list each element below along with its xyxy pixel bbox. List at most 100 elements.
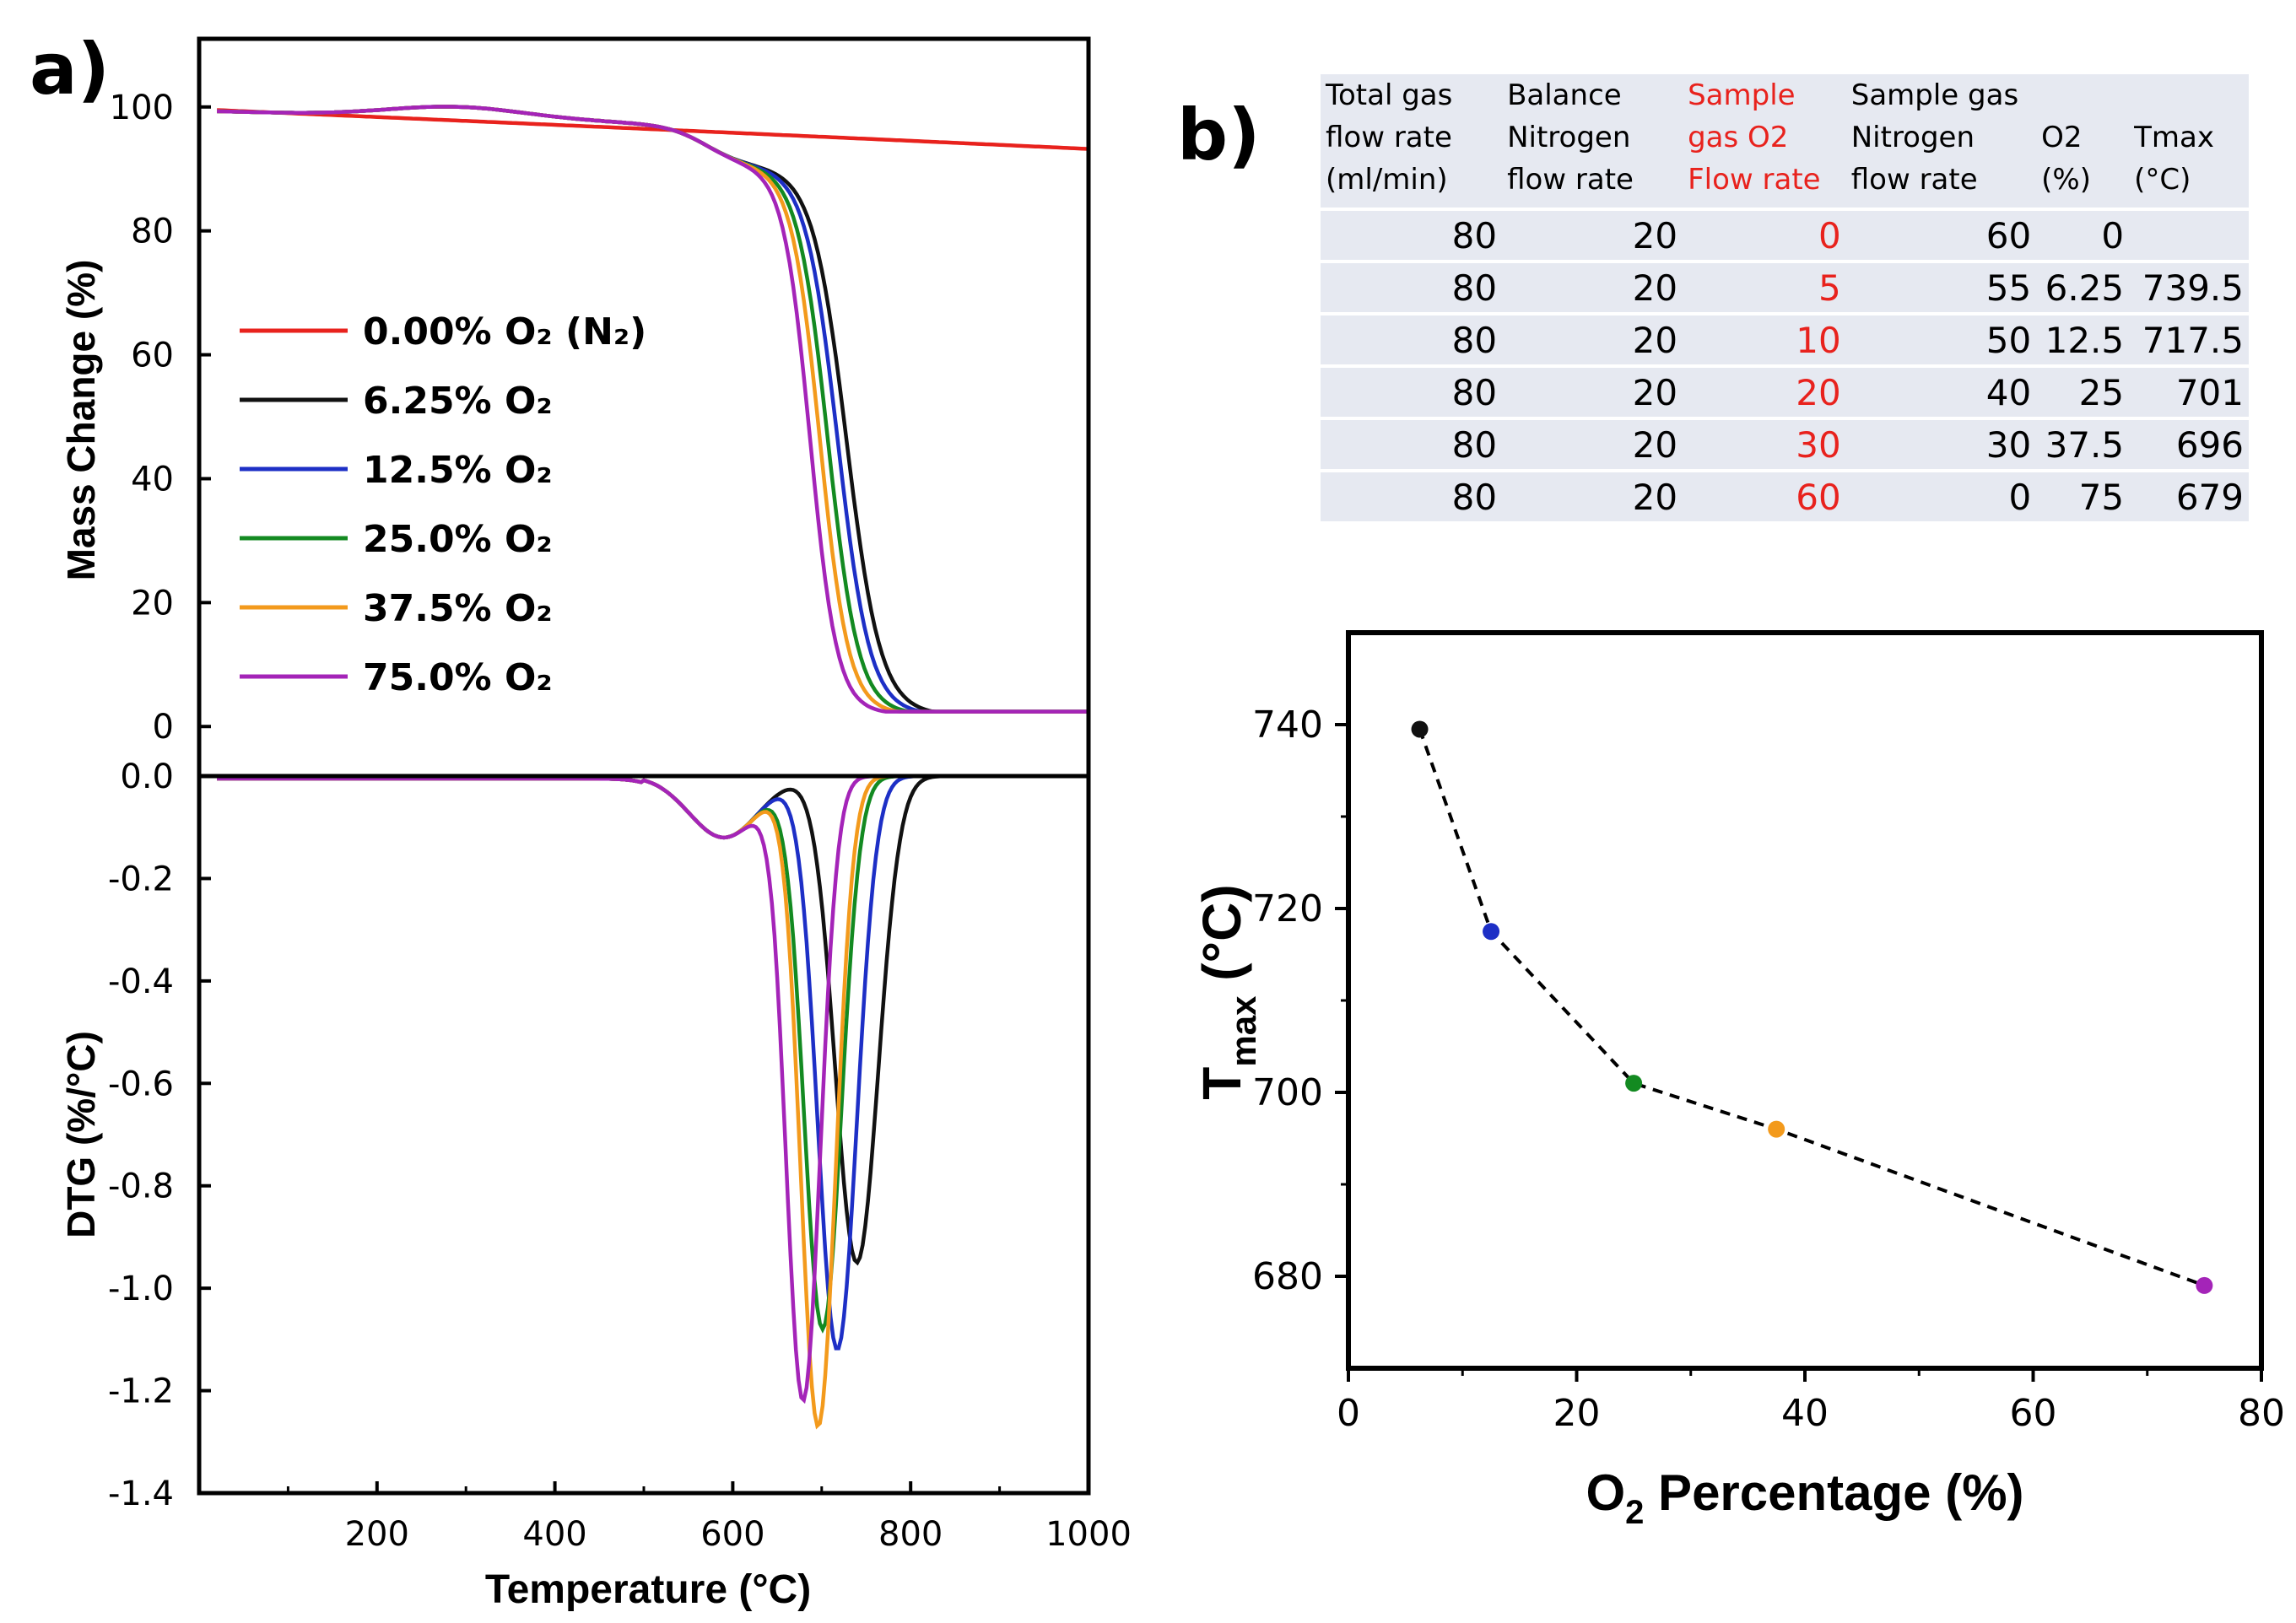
dtg-curve-1 [217, 774, 1087, 1351]
table-row: 80 20 10 50 12.5 717.5 [1321, 312, 2249, 366]
table-cell: 30 [1683, 417, 1846, 471]
dtg-ytick-label: 0.0 [120, 758, 174, 796]
mass-ytick-label: 40 [131, 460, 174, 499]
table-cell: 20 [1502, 208, 1683, 262]
tmax-ylabel-main: T [1191, 1067, 1252, 1100]
table-cell: 40 [1845, 364, 2037, 418]
dtg-curve-2 [217, 774, 1087, 1334]
tmax-xlabel-main: O [1586, 1464, 1625, 1521]
table-row: 80 20 0 60 0 [1321, 208, 2249, 262]
mass-plot-frame [197, 36, 1091, 779]
mass-ytick-label: 0 [153, 708, 174, 747]
table-cell: 20 [1502, 417, 1683, 471]
table-cell: 717.5 [2129, 312, 2249, 366]
table-cell: 60 [1683, 469, 1846, 521]
tmax-ytick-label: 720 [1252, 887, 1323, 930]
mass-curve-2 [217, 105, 1089, 714]
dtg-ytick-label: -1.4 [108, 1475, 174, 1513]
table-cell: 0 [1845, 469, 2037, 521]
legend-entry-3: 25.0% O₂ [363, 518, 553, 561]
tmax-xlabel-sub: 2 [1625, 1494, 1644, 1531]
table-cell: 80 [1321, 312, 1503, 366]
tmax-xlabel: O2 Percentage (%) [1586, 1464, 2023, 1531]
table-cell [2129, 208, 2249, 262]
dtg-ytick-label: -0.6 [108, 1065, 174, 1103]
dtg-plot-frame [197, 774, 1091, 1496]
tmax-xlabel-rest: Percentage (%) [1644, 1464, 2023, 1521]
table-cell: 75 [2036, 469, 2130, 521]
table-cell: 50 [1845, 312, 2037, 366]
mass-curve-5 [217, 105, 1089, 714]
table-header-cell: Total gas flow rate (ml/min) [1326, 78, 1453, 197]
mass-ytick-label: 100 [110, 89, 174, 127]
table-cell: 12.5 [2036, 312, 2130, 366]
table-cell: 20 [1502, 260, 1683, 314]
table-cell: 60 [1845, 208, 2037, 262]
tmax-point-0 [1411, 720, 1429, 738]
dtg-curve-0 [217, 774, 1087, 1266]
legend-entry-1: 6.25% O₂ [363, 380, 553, 423]
dtg-ytick-label: -1.0 [108, 1270, 174, 1308]
dtg-ytick-label: -0.2 [108, 860, 174, 898]
table-header-cell: O2 (%) [2041, 121, 2092, 197]
table-cell: 25 [2036, 364, 2130, 418]
table-cell: 20 [1502, 364, 1683, 418]
table-cell: 80 [1321, 364, 1503, 418]
dtg-curve-4 [217, 774, 1087, 1405]
tmax-xtick-label: 60 [2010, 1392, 2057, 1435]
table-cell: 80 [1321, 469, 1503, 521]
mass-ylabel: Mass Change (%) [59, 260, 103, 581]
panel-a-label: a) [30, 28, 111, 111]
dtg-xtick-label: 1000 [1045, 1515, 1132, 1554]
dtg-ytick-label: -0.8 [108, 1167, 174, 1206]
table-cell: 80 [1321, 260, 1503, 314]
mass-curve-3 [217, 105, 1089, 714]
table-cell: 0 [1683, 208, 1846, 262]
tmax-point-2 [1625, 1075, 1643, 1092]
dtg-ylabel: DTG (%/°C) [59, 1031, 103, 1238]
tmax-point-3 [1768, 1120, 1785, 1138]
tmax-xtick-label: 0 [1337, 1392, 1360, 1435]
mass-curve-0 [217, 108, 1089, 151]
table-cell: 37.5 [2036, 417, 2130, 471]
legend-entry-5: 75.0% O₂ [363, 656, 553, 699]
table-header-cell: Sample gas Nitrogen flow rate [1850, 78, 2019, 197]
table-cell: 20 [1502, 312, 1683, 366]
dtg-xtick-label: 800 [878, 1515, 943, 1554]
table-cell: 0 [2036, 208, 2130, 262]
panel-b-label: b) [1177, 94, 1261, 176]
table-row: 80 20 5 55 6.25 739.5 [1321, 260, 2249, 314]
table-cell: 20 [1683, 364, 1846, 418]
mass-ytick-label: 80 [131, 213, 174, 251]
table-cell: 30 [1845, 417, 2037, 471]
tmax-ytick-label: 680 [1252, 1255, 1323, 1298]
dtg-curve-3 [217, 774, 1087, 1430]
legend-entry-2: 12.5% O₂ [363, 449, 553, 492]
table-row: 80 20 30 30 37.5 696 [1321, 417, 2249, 471]
tmax-xtick-label: 40 [1781, 1392, 1829, 1435]
dtg-ytick-label: -0.4 [108, 962, 174, 1001]
table-cell: 10 [1683, 312, 1846, 366]
table-cell: 6.25 [2036, 260, 2130, 314]
dtg-ytick-label: -1.2 [108, 1372, 174, 1411]
table-cell: 80 [1321, 208, 1503, 262]
table-header-row: Total gas flow rate (ml/min) Balance Nitr… [1321, 74, 2249, 209]
tmax-dashed-line [1418, 728, 2206, 1287]
tmax-point-1 [1483, 923, 1500, 941]
legend-entry-0: 0.00% O₂ (N₂) [363, 310, 646, 353]
table-header-cell: Balance Nitrogen flow rate [1507, 78, 1634, 197]
table-header-cell: Sample gas O2 Flow rate [1688, 78, 1821, 197]
dtg-xtick-label: 600 [700, 1515, 764, 1554]
tmax-xtick-label: 20 [1553, 1392, 1601, 1435]
table-cell: 80 [1321, 417, 1503, 471]
tmax-ylabel: Tmax (°C) [1191, 884, 1263, 1099]
dtg-xlabel: Temperature (°C) [485, 1567, 811, 1612]
tmax-xtick-label: 80 [2238, 1392, 2285, 1435]
table-header-cell: Tmax (°C) [2134, 121, 2214, 197]
table-row: 80 20 20 40 25 701 [1321, 364, 2249, 418]
mass-curve-4 [217, 105, 1089, 714]
tmax-point-4 [2196, 1276, 2213, 1294]
table-cell: 679 [2129, 469, 2249, 521]
mass-curve-1 [217, 105, 1089, 714]
